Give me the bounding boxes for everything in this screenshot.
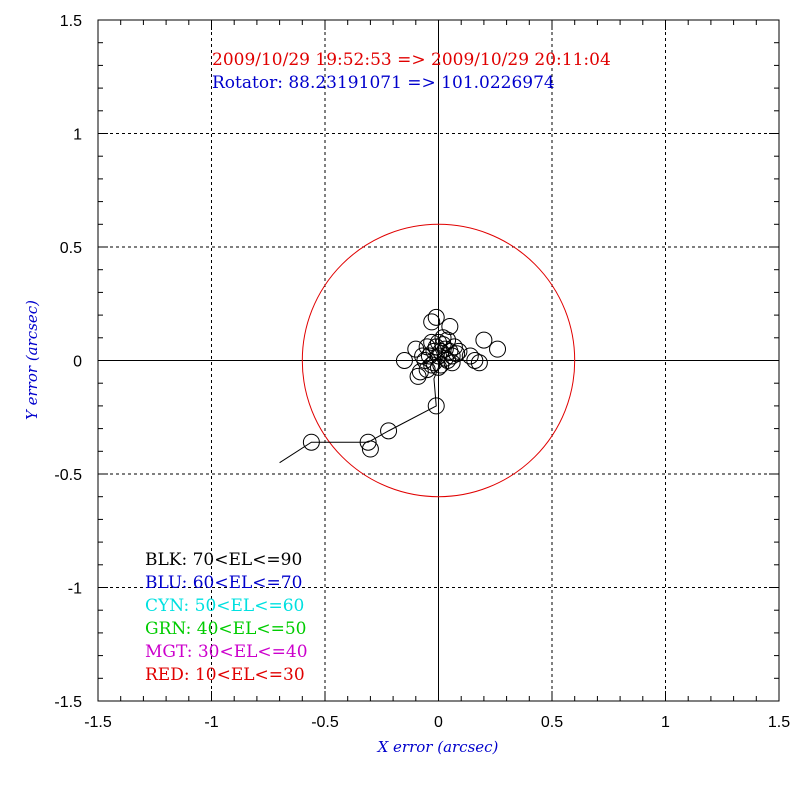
track-layer [279,355,444,464]
data-point [418,338,436,356]
data-point [434,329,452,347]
data-point [423,356,441,374]
y-tick-label: 0 [73,354,82,371]
reference-circle-layer [301,223,576,498]
x-axis-label: X error (arcsec) [377,738,499,756]
legend-entry-mgt: MGT: 30<EL<=40 [145,642,308,662]
data-point [427,308,445,326]
data-point [359,433,377,451]
x-tick-label: 0 [434,714,443,731]
x-tick-label: 0.5 [541,714,563,731]
legend-entry-red: RED: 10<EL<=30 [145,665,305,685]
legend-entry-cyn: CYN: 50<EL<=60 [145,596,304,616]
data-point [432,356,450,374]
y-tick-labels: 1.5 1 0.5 0 -0.5 -1 -1.5 [54,13,82,711]
data-point [430,333,447,351]
x-tick-label: 1 [661,714,670,731]
legend: BLK: 70<EL<=90 BLU: 60<EL<=70 CYN: 50<EL… [145,550,308,685]
legend-entry-blu: BLU: 60<EL<=70 [145,573,302,593]
data-point [461,347,479,365]
x-tick-labels: -1.5 -1 -0.5 0 0.5 1 1.5 [84,714,790,731]
title-line-time: 2009/10/29 19:52:53 => 2009/10/29 20:11:… [212,50,611,70]
data-point [448,345,466,363]
y-tick-label: -1 [68,581,82,598]
data-point [443,354,461,372]
data-point [302,433,320,451]
data-point [470,354,488,372]
data-point [409,367,427,385]
legend-entry-grn: GRN: 40<EL<=50 [145,619,306,639]
data-point [395,352,413,369]
legend-entry-blk: BLK: 70<EL<=90 [145,550,302,570]
x-tick-label: -0.5 [311,714,339,731]
y-tick-label: 0.5 [60,240,82,257]
x-tick-label: -1 [204,714,218,731]
reference-circle [301,223,576,498]
y-axis-label: Y error (arcsec) [23,300,41,420]
y-tick-label: 1.5 [60,13,82,30]
data-point [466,352,484,369]
data-point [427,397,445,415]
y-tick-label: 1 [73,127,82,144]
data-point [427,338,445,356]
data-point [361,440,379,458]
data-point [418,361,436,379]
y-tick-label: -0.5 [54,467,82,484]
data-point [489,340,507,358]
data-point [436,340,454,358]
x-tick-label: 1.5 [768,714,790,731]
y-tick-label: -1.5 [54,694,82,711]
data-point [407,340,425,358]
points-layer [302,308,507,458]
data-point [475,331,493,349]
data-point [423,313,441,331]
data-point [380,422,398,440]
data-point [414,347,432,365]
x-tick-label: -1.5 [84,714,112,731]
title-line-rotator: Rotator: 88.23191071 => 101.0226974 [212,73,555,93]
track-line [279,355,444,464]
data-point [430,358,447,376]
plot-frame [97,19,780,702]
